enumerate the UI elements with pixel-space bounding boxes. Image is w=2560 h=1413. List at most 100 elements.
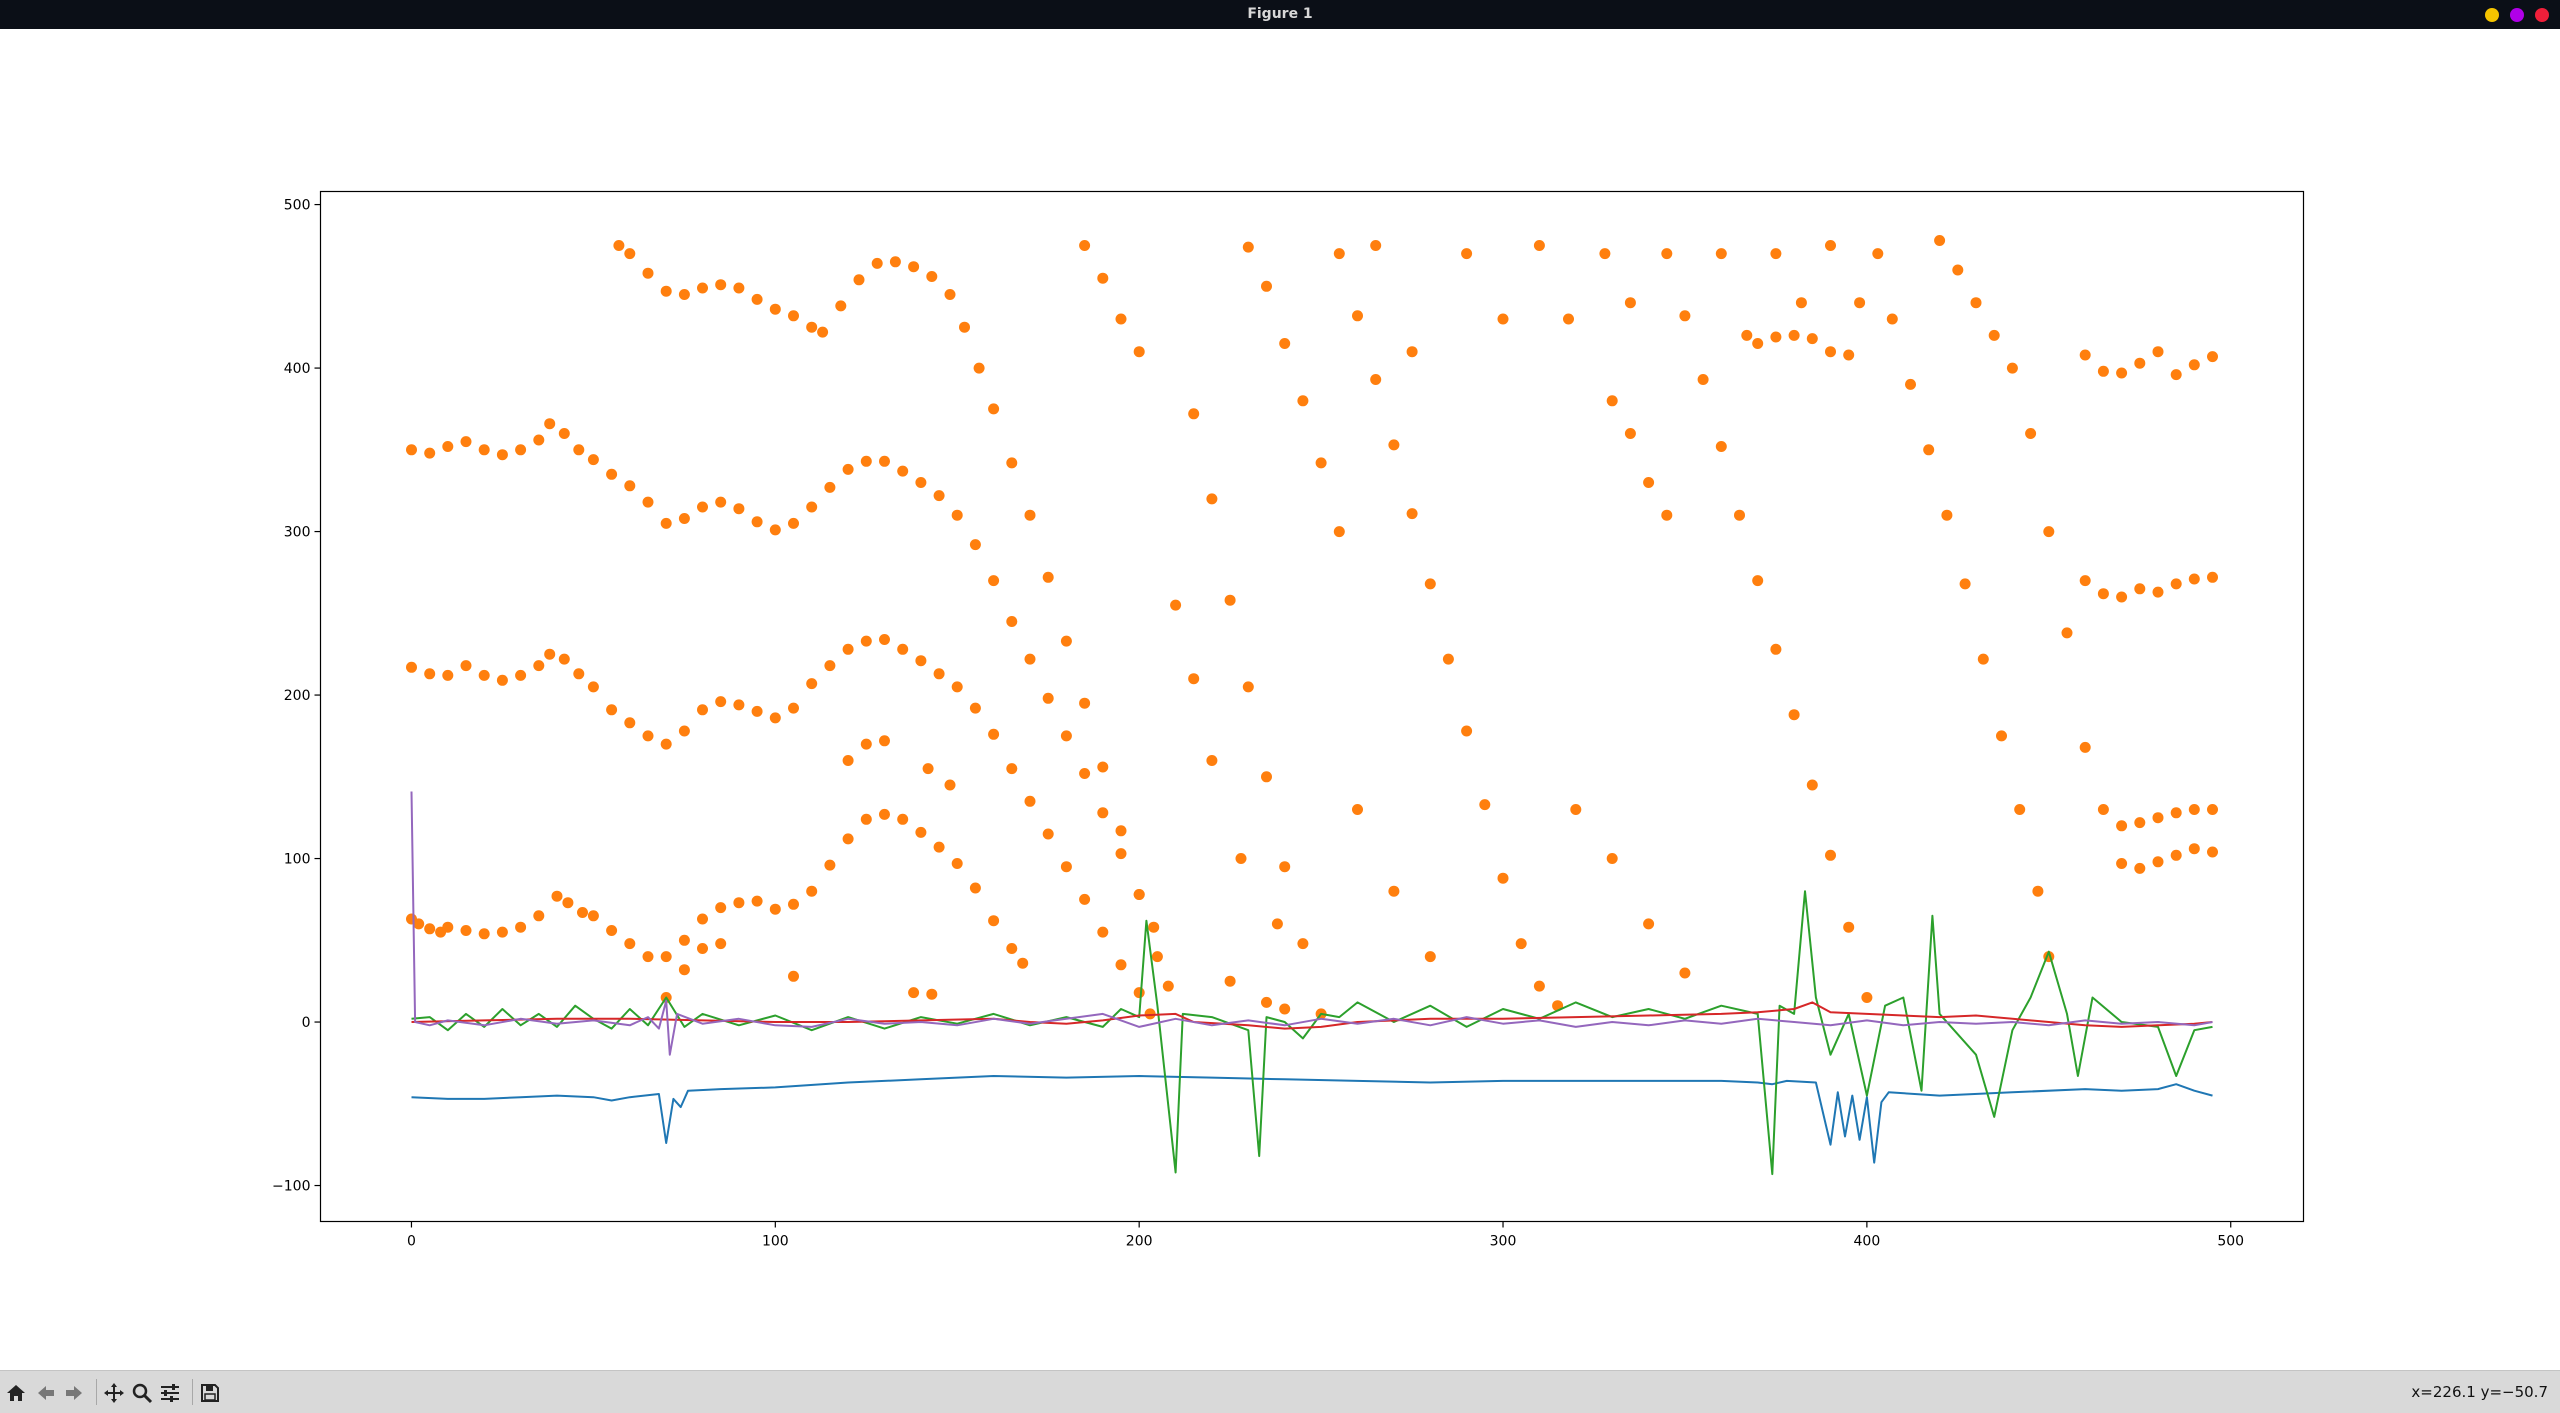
configure-subplots-icon[interactable]: [156, 1379, 184, 1407]
scatter-point: [933, 668, 945, 680]
minimize-button[interactable]: [2485, 8, 2499, 22]
scatter-point: [824, 481, 836, 493]
scatter-point: [715, 902, 727, 914]
scatter-point: [915, 826, 927, 838]
scatter-point: [1934, 235, 1946, 246]
scatter-point: [678, 289, 690, 300]
forward-arrow-icon[interactable]: [60, 1379, 88, 1407]
scatter-point: [1115, 848, 1127, 860]
scatter-point: [660, 738, 672, 750]
scatter-point: [2079, 349, 2091, 361]
save-icon[interactable]: [196, 1379, 224, 1407]
scatter-point: [697, 943, 708, 954]
x-tick-label: 200: [1126, 1234, 1153, 1250]
scatter-point: [1144, 1008, 1156, 1020]
scatter-point: [424, 923, 436, 935]
scatter-point: [533, 660, 545, 672]
scatter-point: [573, 668, 585, 680]
scatter-point: [424, 447, 436, 459]
scatter-point: [988, 728, 1000, 740]
scatter-point: [558, 653, 570, 665]
scatter-point: [1024, 653, 1036, 665]
scatter-point: [806, 501, 818, 513]
scatter-point: [1097, 807, 1109, 819]
scatter-point: [1060, 635, 1072, 647]
scatter-point: [2170, 578, 2182, 590]
scatter-point: [1315, 457, 1327, 469]
scatter-point: [1133, 346, 1145, 358]
scatter-point: [1715, 248, 1727, 260]
scatter-point: [1060, 861, 1072, 873]
scatter-point: [715, 938, 727, 950]
scatter-point: [1697, 374, 1709, 385]
scatter-point: [697, 913, 708, 925]
scatter-point: [1570, 804, 1582, 815]
scatter-point: [1079, 240, 1091, 251]
scatter-point: [933, 490, 945, 502]
zoom-icon[interactable]: [128, 1379, 156, 1407]
scatter-point: [1461, 248, 1473, 260]
scatter-point: [926, 271, 938, 282]
home-icon[interactable]: [2, 1379, 30, 1407]
scatter-point: [915, 477, 927, 488]
scatter-point: [460, 436, 472, 448]
scatter-point: [1533, 240, 1545, 251]
scatter-point: [1042, 571, 1054, 583]
scatter-point: [715, 496, 727, 508]
scatter-point: [2116, 591, 2128, 603]
scatter-point: [1806, 779, 1818, 791]
scatter-point: [413, 918, 425, 930]
scatter-point: [1279, 861, 1291, 873]
scatter-point: [678, 964, 690, 976]
scatter-point: [2134, 817, 2146, 829]
scatter-point: [988, 403, 1000, 415]
y-tick-label: 400: [284, 361, 311, 377]
scatter-point: [842, 755, 854, 766]
scatter-point: [860, 738, 872, 750]
scatter-point: [1563, 313, 1574, 325]
scatter-point: [1242, 241, 1254, 253]
scatter-point: [577, 907, 588, 918]
scatter-point: [1795, 297, 1807, 309]
scatter-point: [1715, 441, 1727, 452]
scatter-point: [1741, 329, 1753, 341]
scatter-point: [478, 444, 490, 456]
scatter-point: [1352, 310, 1363, 322]
scatter-point: [406, 444, 417, 456]
scatter-point: [533, 910, 545, 922]
scatter-point: [496, 674, 508, 686]
scatter-point: [1806, 333, 1818, 345]
scatter-point: [1261, 280, 1272, 292]
scatter-point: [988, 575, 1000, 587]
back-arrow-icon[interactable]: [32, 1379, 60, 1407]
scatter-point: [842, 643, 854, 655]
scatter-point: [908, 987, 920, 999]
scatter-point: [1151, 951, 1163, 963]
figure-canvas[interactable]: 0 100 200 300 400 500 −100 0 100 200 300 400 500: [0, 29, 2560, 1370]
scatter-point: [442, 669, 454, 681]
scatter-point: [1097, 926, 1109, 938]
navigation-toolbar: x=226.1 y=−50.7: [0, 1370, 2560, 1413]
y-tick-label: 200: [284, 688, 311, 704]
scatter-point: [1752, 338, 1764, 349]
maximize-button[interactable]: [2510, 8, 2524, 22]
scatter-point: [853, 274, 865, 286]
scatter-point: [1115, 313, 1127, 325]
line-series-0: [411, 1075, 2213, 1164]
y-axis: −100 0 100 200 300 400 500: [272, 198, 321, 1195]
scatter-point: [1024, 795, 1036, 807]
scatter-point: [1599, 248, 1611, 260]
scatter-point: [1115, 825, 1127, 837]
pan-icon[interactable]: [100, 1379, 128, 1407]
scatter-point: [871, 257, 883, 269]
scatter-point: [944, 289, 956, 300]
scatter-point: [1079, 893, 1091, 905]
scatter-point: [2207, 846, 2218, 858]
scatter-point: [1133, 889, 1145, 900]
scatter-point: [1006, 457, 1018, 469]
scatter-point: [769, 712, 781, 724]
scatter-point: [2006, 362, 2018, 374]
close-button[interactable]: [2535, 8, 2549, 22]
scatter-point: [496, 449, 508, 461]
scatter-point: [806, 678, 818, 690]
